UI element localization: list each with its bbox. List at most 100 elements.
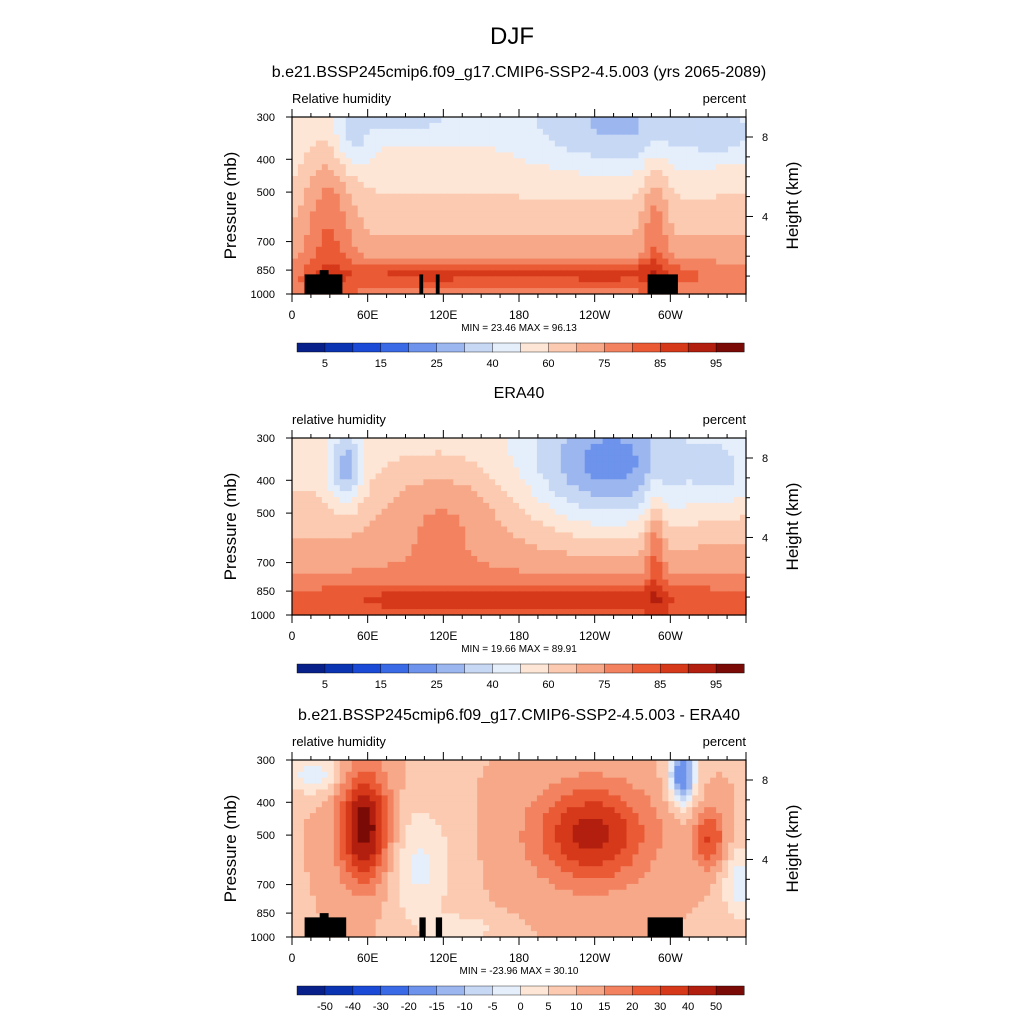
right-tick-label: 4 — [762, 211, 768, 223]
colorbar-swatch — [659, 663, 689, 674]
colorbar-swatch — [380, 985, 410, 996]
y-tick-label: 700 — [257, 558, 275, 570]
colorbar-label: 60 — [542, 679, 554, 691]
colorbar-swatch — [687, 342, 717, 353]
y-tick-label: 300 — [257, 755, 275, 767]
colorbar-label: 20 — [626, 1001, 638, 1013]
x-tick-label: 120E — [429, 308, 457, 322]
units-label: percent — [703, 91, 747, 106]
terrain-block — [435, 274, 440, 294]
colorbar-swatch — [296, 342, 326, 353]
terrain-block — [647, 917, 683, 937]
y-axis: 300 400 500 700 850 1000 Pressure (mb) — [221, 433, 292, 622]
right-axis: 8 4 Height (km) — [746, 775, 802, 920]
colorbar-label: -30 — [373, 1001, 389, 1013]
y-tick-label: 400 — [257, 154, 275, 166]
y-tick-label: 1000 — [251, 932, 275, 944]
colorbar-swatch — [408, 342, 438, 353]
heatmap-field — [292, 117, 747, 295]
terrain-mask — [304, 913, 683, 937]
y-axis-title: Pressure (mb) — [221, 795, 240, 903]
colorbar-swatch — [632, 342, 661, 353]
colorbar-label: 5 — [545, 1001, 551, 1013]
figure-title: DJF — [490, 23, 534, 50]
colorbar-swatch — [352, 342, 382, 353]
colorbar-swatch — [380, 663, 410, 674]
colorbar-swatch — [436, 663, 466, 674]
colorbar-label: 60 — [542, 358, 554, 370]
y-tick-label: 500 — [257, 508, 275, 520]
colorbar-swatch — [576, 342, 605, 353]
x-tick-label: 0 — [289, 951, 296, 965]
x-tick-label: 120W — [579, 951, 611, 965]
colorbar: 5 15 25 40 60 75 85 95 — [296, 663, 745, 691]
colorbar-swatch — [715, 663, 745, 674]
stats-label: MIN = 23.46 MAX = 96.13 — [461, 323, 577, 334]
colorbar-label: 40 — [486, 358, 498, 370]
colorbar-label: 0 — [517, 1001, 523, 1013]
colorbar-label: 50 — [710, 1001, 722, 1013]
colorbar-label: -5 — [488, 1001, 498, 1013]
colorbar-label: 95 — [710, 679, 722, 691]
y-axis: 300 400 500 700 850 1000 Pressure (mb) — [221, 755, 292, 944]
terrain-block — [304, 913, 347, 937]
variable-label: relative humidity — [292, 734, 386, 749]
y-tick-label: 500 — [257, 830, 275, 842]
colorbar-swatch — [408, 663, 438, 674]
colorbar-swatch — [520, 663, 549, 674]
colorbar-label: 5 — [322, 358, 328, 370]
stats-label: MIN = -23.96 MAX = 30.10 — [460, 966, 579, 977]
colorbar-swatch — [604, 342, 633, 353]
x-tick-label: 60W — [658, 629, 683, 643]
colorbar-swatch — [492, 985, 521, 996]
heatmap-field — [292, 438, 747, 616]
x-tick-label: 60E — [357, 308, 378, 322]
right-tick-label: 4 — [762, 532, 768, 544]
panel-2: ERA40 relative humidity percent 0 60E 120E 180… — [221, 385, 802, 691]
colorbar-swatch — [324, 985, 354, 996]
terrain-block — [647, 274, 678, 294]
panels: b.e21.BSSP245cmip6.f09_g17.CMIP6-SSP2-4.… — [221, 64, 802, 1013]
y-tick-label: 400 — [257, 475, 275, 487]
colorbar-label: -40 — [345, 1001, 361, 1013]
colorbar-swatch — [659, 985, 689, 996]
colorbar-label: 5 — [322, 679, 328, 691]
y-tick-label: 700 — [257, 880, 275, 892]
panel-1: b.e21.BSSP245cmip6.f09_g17.CMIP6-SSP2-4.… — [221, 64, 802, 370]
colorbar-label: 40 — [682, 1001, 694, 1013]
panel-title: ERA40 — [494, 385, 545, 402]
colorbar-label: 85 — [654, 358, 666, 370]
right-tick-label: 4 — [762, 854, 768, 866]
y-tick-label: 500 — [257, 187, 275, 199]
colorbar: -50 -40 -30 -20 -15 -10 -5 0 5 10 15 20 30 40 50 — [296, 985, 745, 1013]
colorbar-swatch — [296, 663, 326, 674]
colorbar-swatch — [632, 985, 661, 996]
colorbar-label: 25 — [431, 679, 443, 691]
y-axis-title: Pressure (mb) — [221, 152, 240, 260]
colorbar-label: 15 — [375, 679, 387, 691]
variable-label: Relative humidity — [292, 91, 391, 106]
colorbar-label: -50 — [317, 1001, 333, 1013]
colorbar-label: 30 — [654, 1001, 666, 1013]
colorbar-swatch — [715, 985, 745, 996]
colorbar-label: 15 — [598, 1001, 610, 1013]
colorbar-swatch — [548, 663, 577, 674]
colorbar-swatch — [464, 342, 494, 353]
right-tick-label: 8 — [762, 132, 768, 144]
colorbar: 5 15 25 40 60 75 85 95 — [296, 342, 745, 370]
y-tick-label: 400 — [257, 797, 275, 809]
right-axis: 8 4 Height (km) — [746, 453, 802, 598]
colorbar-swatch — [604, 985, 633, 996]
colorbar-label: 25 — [431, 358, 443, 370]
colorbar-swatch — [324, 342, 354, 353]
x-tick-label: 60W — [658, 951, 683, 965]
x-tick-label: 60E — [357, 951, 378, 965]
units-label: percent — [703, 734, 747, 749]
colorbar-swatch — [352, 663, 382, 674]
colorbar-label: -15 — [429, 1001, 445, 1013]
colorbar-label: 75 — [598, 679, 610, 691]
colorbar-swatch — [408, 985, 438, 996]
colorbar-swatch — [687, 985, 717, 996]
variable-label: relative humidity — [292, 412, 386, 427]
colorbar-swatch — [520, 342, 549, 353]
